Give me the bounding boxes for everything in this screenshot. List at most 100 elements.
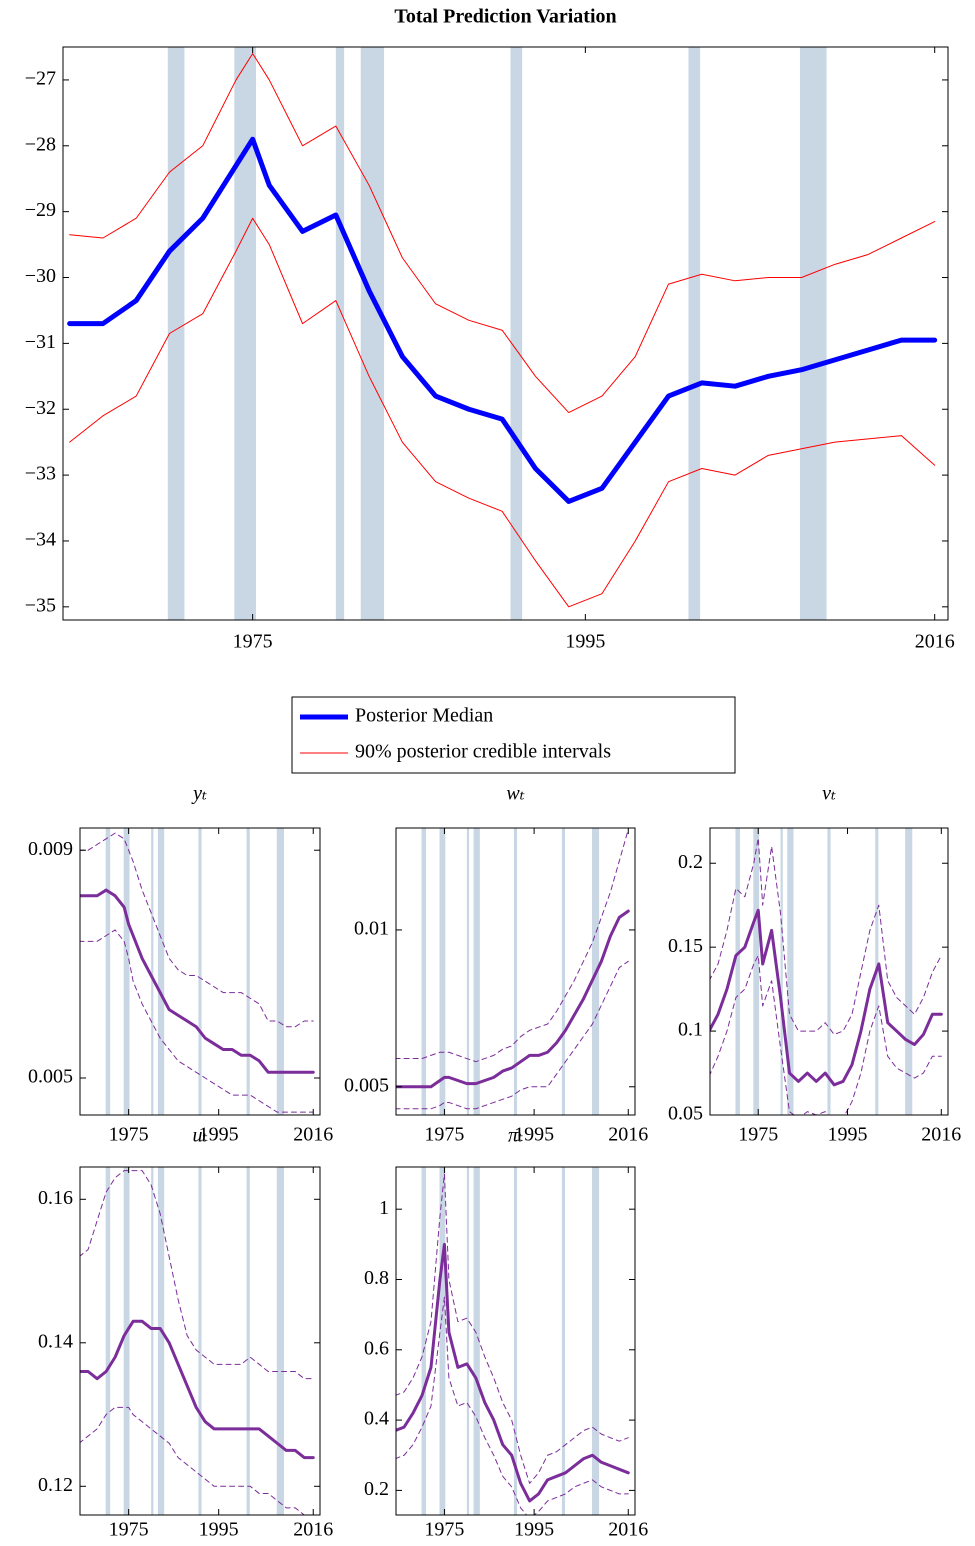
y-tick-label: 0.1 (678, 1019, 703, 1041)
x-tick-label: 2016 (293, 1519, 333, 1541)
recession-band (827, 828, 831, 1115)
x-tick-label: 2016 (293, 1124, 333, 1146)
recession-band (198, 1167, 202, 1515)
y-tick-label: 0.005 (28, 1066, 73, 1088)
plot-area (80, 1167, 315, 1515)
recession-band (513, 828, 518, 1115)
recession-band (157, 828, 165, 1115)
recession-band (688, 47, 701, 620)
y-tick-label: −32 (25, 397, 56, 419)
recession-band (198, 828, 202, 1115)
recession-band (360, 47, 385, 620)
recession-band (780, 828, 783, 1115)
y-tick-label: −29 (25, 199, 56, 221)
legend: Posterior Median 90% posterior credible i… (291, 696, 736, 774)
y-tick-label: 0.12 (38, 1474, 73, 1496)
legend-label: Posterior Median (355, 705, 493, 727)
y-tick-label: 1 (379, 1197, 389, 1219)
x-tick-label: 2016 (921, 1124, 961, 1146)
x-tick-label: 2016 (915, 631, 955, 653)
chart-title: wₜ (506, 783, 524, 805)
x-tick-label: 1975 (424, 1519, 464, 1541)
x-tick-label: 2016 (608, 1124, 648, 1146)
recession-band (787, 828, 794, 1115)
chart-title: Total Prediction Variation (394, 6, 616, 28)
recession-band (151, 1167, 154, 1515)
recession-band (561, 828, 566, 1115)
x-tick-label: 1975 (233, 631, 273, 653)
recession-band (276, 1167, 284, 1515)
chart-title: vₜ (822, 783, 836, 805)
chart-title: uₜ (193, 1125, 208, 1147)
y-tick-label: 0.005 (344, 1074, 389, 1096)
series-line (80, 888, 315, 1074)
y-tick-label: −35 (25, 594, 56, 616)
y-tick-label: −31 (25, 331, 56, 353)
y-tick-label: −28 (25, 133, 56, 155)
plot-frame (395, 827, 636, 1116)
chart-title: yₜ (191, 783, 207, 805)
x-tick-label: 1995 (565, 631, 605, 653)
recession-band (335, 47, 345, 620)
recession-band (123, 828, 130, 1115)
y-tick-label: 0.8 (364, 1267, 389, 1289)
chart-panel: vₜ 0.2 0.15 0.1 0.05 1975 1995 2016 (668, 783, 961, 1146)
recession-band (799, 47, 827, 620)
y-tick-label: −30 (25, 265, 56, 287)
chart-panel: Total Prediction Variation −27 −28 −29 −30 −3… (25, 6, 955, 774)
y-tick-label: 0.2 (678, 851, 703, 873)
plot-frame (709, 827, 949, 1116)
recession-band (105, 1167, 111, 1515)
recession-band (167, 47, 185, 620)
y-tick-label: −27 (25, 68, 56, 90)
recession-band (439, 828, 446, 1115)
y-tick-label: 0.01 (354, 918, 389, 940)
chart-panel: wₜ 0.01 0.005 1975 1995 2016 (344, 783, 648, 1146)
x-tick-label: 1975 (424, 1124, 464, 1146)
y-tick-label: 0.2 (364, 1478, 389, 1500)
plot-area (396, 828, 630, 1115)
interval-line (396, 1173, 629, 1484)
x-tick-label: 1975 (109, 1124, 149, 1146)
interval-line (396, 1296, 629, 1515)
interval-line (710, 837, 942, 1035)
plot-area (396, 1167, 630, 1515)
y-tick-label: 0.009 (28, 838, 73, 860)
series-line (396, 909, 630, 1089)
x-tick-label: 1995 (199, 1124, 239, 1146)
x-tick-label: 1975 (109, 1519, 149, 1541)
legend-label: 90% posterior credible intervals (355, 741, 611, 763)
y-tick-label: 0.16 (38, 1187, 73, 1209)
x-tick-label: 1995 (514, 1124, 554, 1146)
recession-band (466, 828, 470, 1115)
recession-band (473, 1167, 480, 1515)
plot-frame (79, 1166, 321, 1516)
recession-band (234, 47, 256, 620)
interval-line (710, 955, 942, 1115)
series-line (396, 1242, 630, 1503)
plot-frame (62, 46, 949, 621)
series-line (67, 136, 938, 504)
interval-line (80, 1170, 314, 1380)
interval-line (80, 1406, 314, 1515)
recession-band (561, 1167, 566, 1515)
recession-band (246, 828, 250, 1115)
interval-line (69, 53, 936, 414)
recession-band (753, 828, 760, 1115)
chart-panel: uₜ 0.16 0.14 0.12 1975 1995 2016 (38, 1125, 333, 1541)
recession-band (473, 828, 480, 1115)
x-tick-label: 1995 (199, 1519, 239, 1541)
series-line (710, 908, 943, 1087)
x-tick-label: 2016 (608, 1519, 648, 1541)
recession-band (276, 828, 284, 1115)
recession-band (466, 1167, 470, 1515)
chart-title: πₜ (508, 1125, 523, 1147)
x-tick-label: 1995 (514, 1519, 554, 1541)
recession-band (246, 1167, 250, 1515)
recession-band (151, 828, 154, 1115)
recession-band (157, 1167, 165, 1515)
recession-band (421, 828, 427, 1115)
recession-band (591, 1167, 600, 1515)
